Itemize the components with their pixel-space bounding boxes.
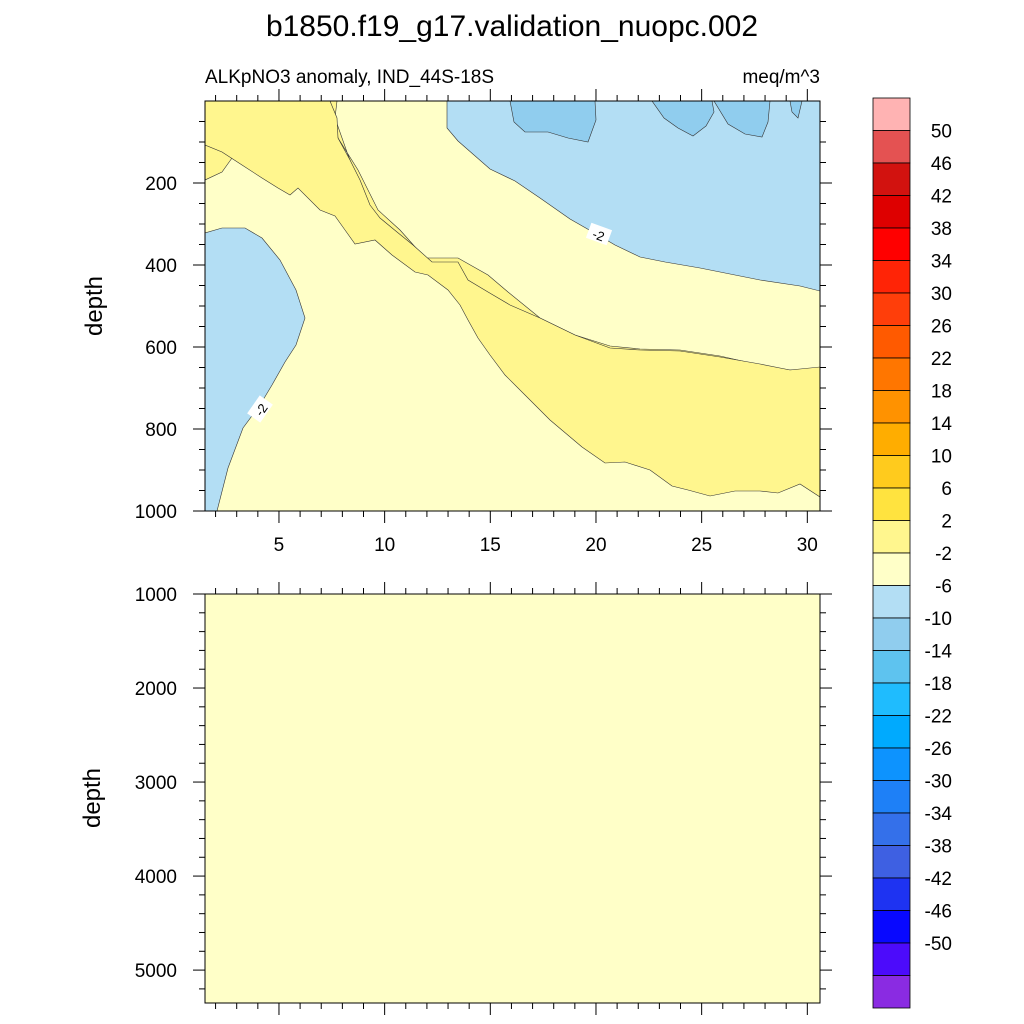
- colorbar-label: -14: [925, 642, 953, 663]
- colorbar-label: 26: [931, 317, 952, 338]
- colorbar-swatch: [872, 845, 911, 879]
- bottom-axis-ticks: 1000 2000 3000 4000 5000: [135, 582, 832, 1015]
- colorbar-swatch: [872, 325, 911, 359]
- colorbar-label: -22: [925, 707, 952, 728]
- y-tick-label: 3000: [135, 773, 177, 794]
- colorbar-swatch: [872, 162, 911, 196]
- y-tick-label: 600: [145, 338, 177, 359]
- bottom-ylabel: depth: [79, 768, 106, 828]
- colorbar-swatch: [872, 292, 911, 326]
- colorbar-swatch: [872, 747, 911, 781]
- colorbar-swatch: [872, 715, 911, 749]
- colorbar-label: -30: [925, 772, 952, 793]
- chart-subtitle-right: meq/m^3: [742, 67, 820, 88]
- region-negative-patch: [509, 101, 597, 143]
- colorbar-label: 50: [931, 122, 952, 143]
- colorbar-swatch: [872, 357, 911, 391]
- colorbar-label: -42: [925, 869, 952, 890]
- colorbar-swatch: [872, 552, 911, 586]
- x-tick-label: 30: [797, 535, 818, 556]
- colorbar-label: 38: [931, 219, 952, 240]
- y-tick-label: 1000: [135, 502, 177, 523]
- y-tick-label: 2000: [135, 679, 177, 700]
- colorbar-swatch: [872, 195, 911, 229]
- colorbar-swatch: [872, 585, 911, 619]
- y-tick-label: 1000: [135, 585, 177, 606]
- x-tick-label: 20: [585, 535, 606, 556]
- colorbar-swatch: [872, 422, 911, 456]
- colorbar-swatch: [872, 682, 911, 716]
- colorbar-swatch: [872, 910, 911, 944]
- colorbar-label: -46: [925, 902, 952, 923]
- colorbar-swatch: [872, 487, 911, 521]
- region-negative-patch: [789, 101, 803, 119]
- x-tick-label: 15: [480, 535, 501, 556]
- colorbar-label: -38: [925, 837, 952, 858]
- colorbar-swatch: [872, 520, 911, 554]
- x-tick-label: 25: [691, 535, 712, 556]
- colorbar-swatch: [872, 130, 911, 164]
- colorbar-label: -26: [925, 739, 952, 760]
- region-neutral-bottom: [205, 594, 820, 1003]
- colorbar-swatch: [872, 390, 911, 424]
- colorbar-swatch: [872, 260, 911, 294]
- colorbar: 50 46 42 38 34 30 26 22 18 14 10 6 2 -2 -6 -10 -14 -18 -22…: [872, 97, 953, 1009]
- top-axis-ticks: 5 10 15 20 25 30 200 400 600 800 1000: [135, 89, 832, 556]
- region-negative-left: [205, 227, 306, 511]
- colorbar-label: 18: [931, 382, 952, 403]
- colorbar-label: -10: [925, 609, 952, 630]
- region-negative-patch: [651, 101, 715, 137]
- colorbar-swatch: [872, 975, 911, 1009]
- y-tick-label: 5000: [135, 961, 177, 982]
- colorbar-label: -50: [925, 934, 952, 955]
- chart-subtitle-left: ALKpNO3 anomaly, IND_44S-18S: [205, 67, 494, 88]
- colorbar-label: -18: [925, 674, 952, 695]
- colorbar-swatch: [872, 227, 911, 261]
- region-negative-upper-right: [446, 101, 820, 292]
- colorbar-label: -6: [935, 577, 952, 598]
- colorbar-label: 34: [931, 252, 953, 273]
- colorbar-swatch: [872, 780, 911, 814]
- colorbar-label: -2: [935, 544, 952, 565]
- colorbar-swatch: [872, 455, 911, 489]
- bottom-panel-frame: [204, 593, 821, 1004]
- y-tick-label: 400: [145, 256, 177, 277]
- x-tick-label: 5: [274, 535, 285, 556]
- colorbar-label: 10: [931, 447, 952, 468]
- y-tick-label: 800: [145, 420, 177, 441]
- colorbar-swatch: [872, 942, 911, 976]
- colorbar-label: 42: [931, 187, 952, 208]
- x-tick-label: 10: [374, 535, 395, 556]
- region-negative-patch: [713, 101, 771, 138]
- y-tick-label: 4000: [135, 867, 177, 888]
- colorbar-label: 30: [931, 284, 952, 305]
- bottom-panel: 1000 2000 3000 4000 5000: [135, 582, 832, 1015]
- colorbar-label: 46: [931, 154, 952, 175]
- colorbar-swatch: [872, 650, 911, 684]
- colorbar-label: 22: [931, 349, 952, 370]
- colorbar-swatch: [872, 812, 911, 846]
- colorbar-label: 6: [941, 479, 952, 500]
- region-positive-main: [205, 101, 820, 498]
- colorbar-swatch: [872, 97, 911, 131]
- colorbar-swatch: [872, 617, 911, 651]
- colorbar-label: 2: [941, 512, 952, 533]
- y-tick-label: 200: [145, 174, 177, 195]
- contour-label: -2: [590, 226, 606, 244]
- top-ylabel: depth: [81, 276, 108, 336]
- chart-title: b1850.f19_g17.validation_nuopc.002: [266, 10, 758, 43]
- colorbar-swatch: [872, 877, 911, 911]
- colorbar-label: -34: [925, 804, 953, 825]
- colorbar-label: 14: [931, 414, 953, 435]
